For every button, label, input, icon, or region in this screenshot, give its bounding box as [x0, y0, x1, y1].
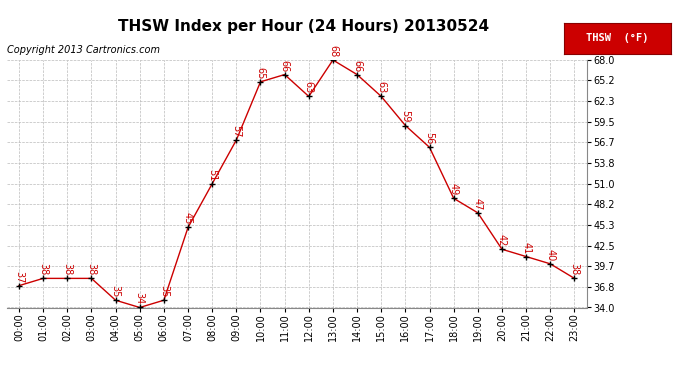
Text: 57: 57: [231, 125, 241, 137]
Text: 41: 41: [521, 242, 531, 254]
Text: 38: 38: [62, 263, 72, 276]
Text: 42: 42: [497, 234, 507, 246]
Text: 34: 34: [135, 292, 145, 305]
Text: 65: 65: [255, 67, 266, 79]
Text: 49: 49: [448, 183, 459, 195]
Text: 38: 38: [86, 263, 97, 276]
Text: 45: 45: [183, 212, 193, 225]
Text: 63: 63: [304, 81, 314, 94]
Text: 66: 66: [279, 60, 290, 72]
Text: 35: 35: [110, 285, 121, 297]
Text: 38: 38: [569, 263, 580, 276]
Text: THSW  (°F): THSW (°F): [586, 33, 649, 44]
Text: 68: 68: [328, 45, 338, 57]
Text: THSW Index per Hour (24 Hours) 20130524: THSW Index per Hour (24 Hours) 20130524: [118, 19, 489, 34]
Text: Copyright 2013 Cartronics.com: Copyright 2013 Cartronics.com: [7, 45, 160, 55]
Text: 51: 51: [207, 169, 217, 181]
Text: 63: 63: [376, 81, 386, 94]
Text: 59: 59: [400, 110, 411, 123]
Text: 66: 66: [352, 60, 362, 72]
Text: 38: 38: [38, 263, 48, 276]
Text: 40: 40: [545, 249, 555, 261]
Text: 47: 47: [473, 198, 483, 210]
Text: 37: 37: [14, 270, 24, 283]
Text: 35: 35: [159, 285, 169, 297]
Text: 56: 56: [424, 132, 435, 145]
